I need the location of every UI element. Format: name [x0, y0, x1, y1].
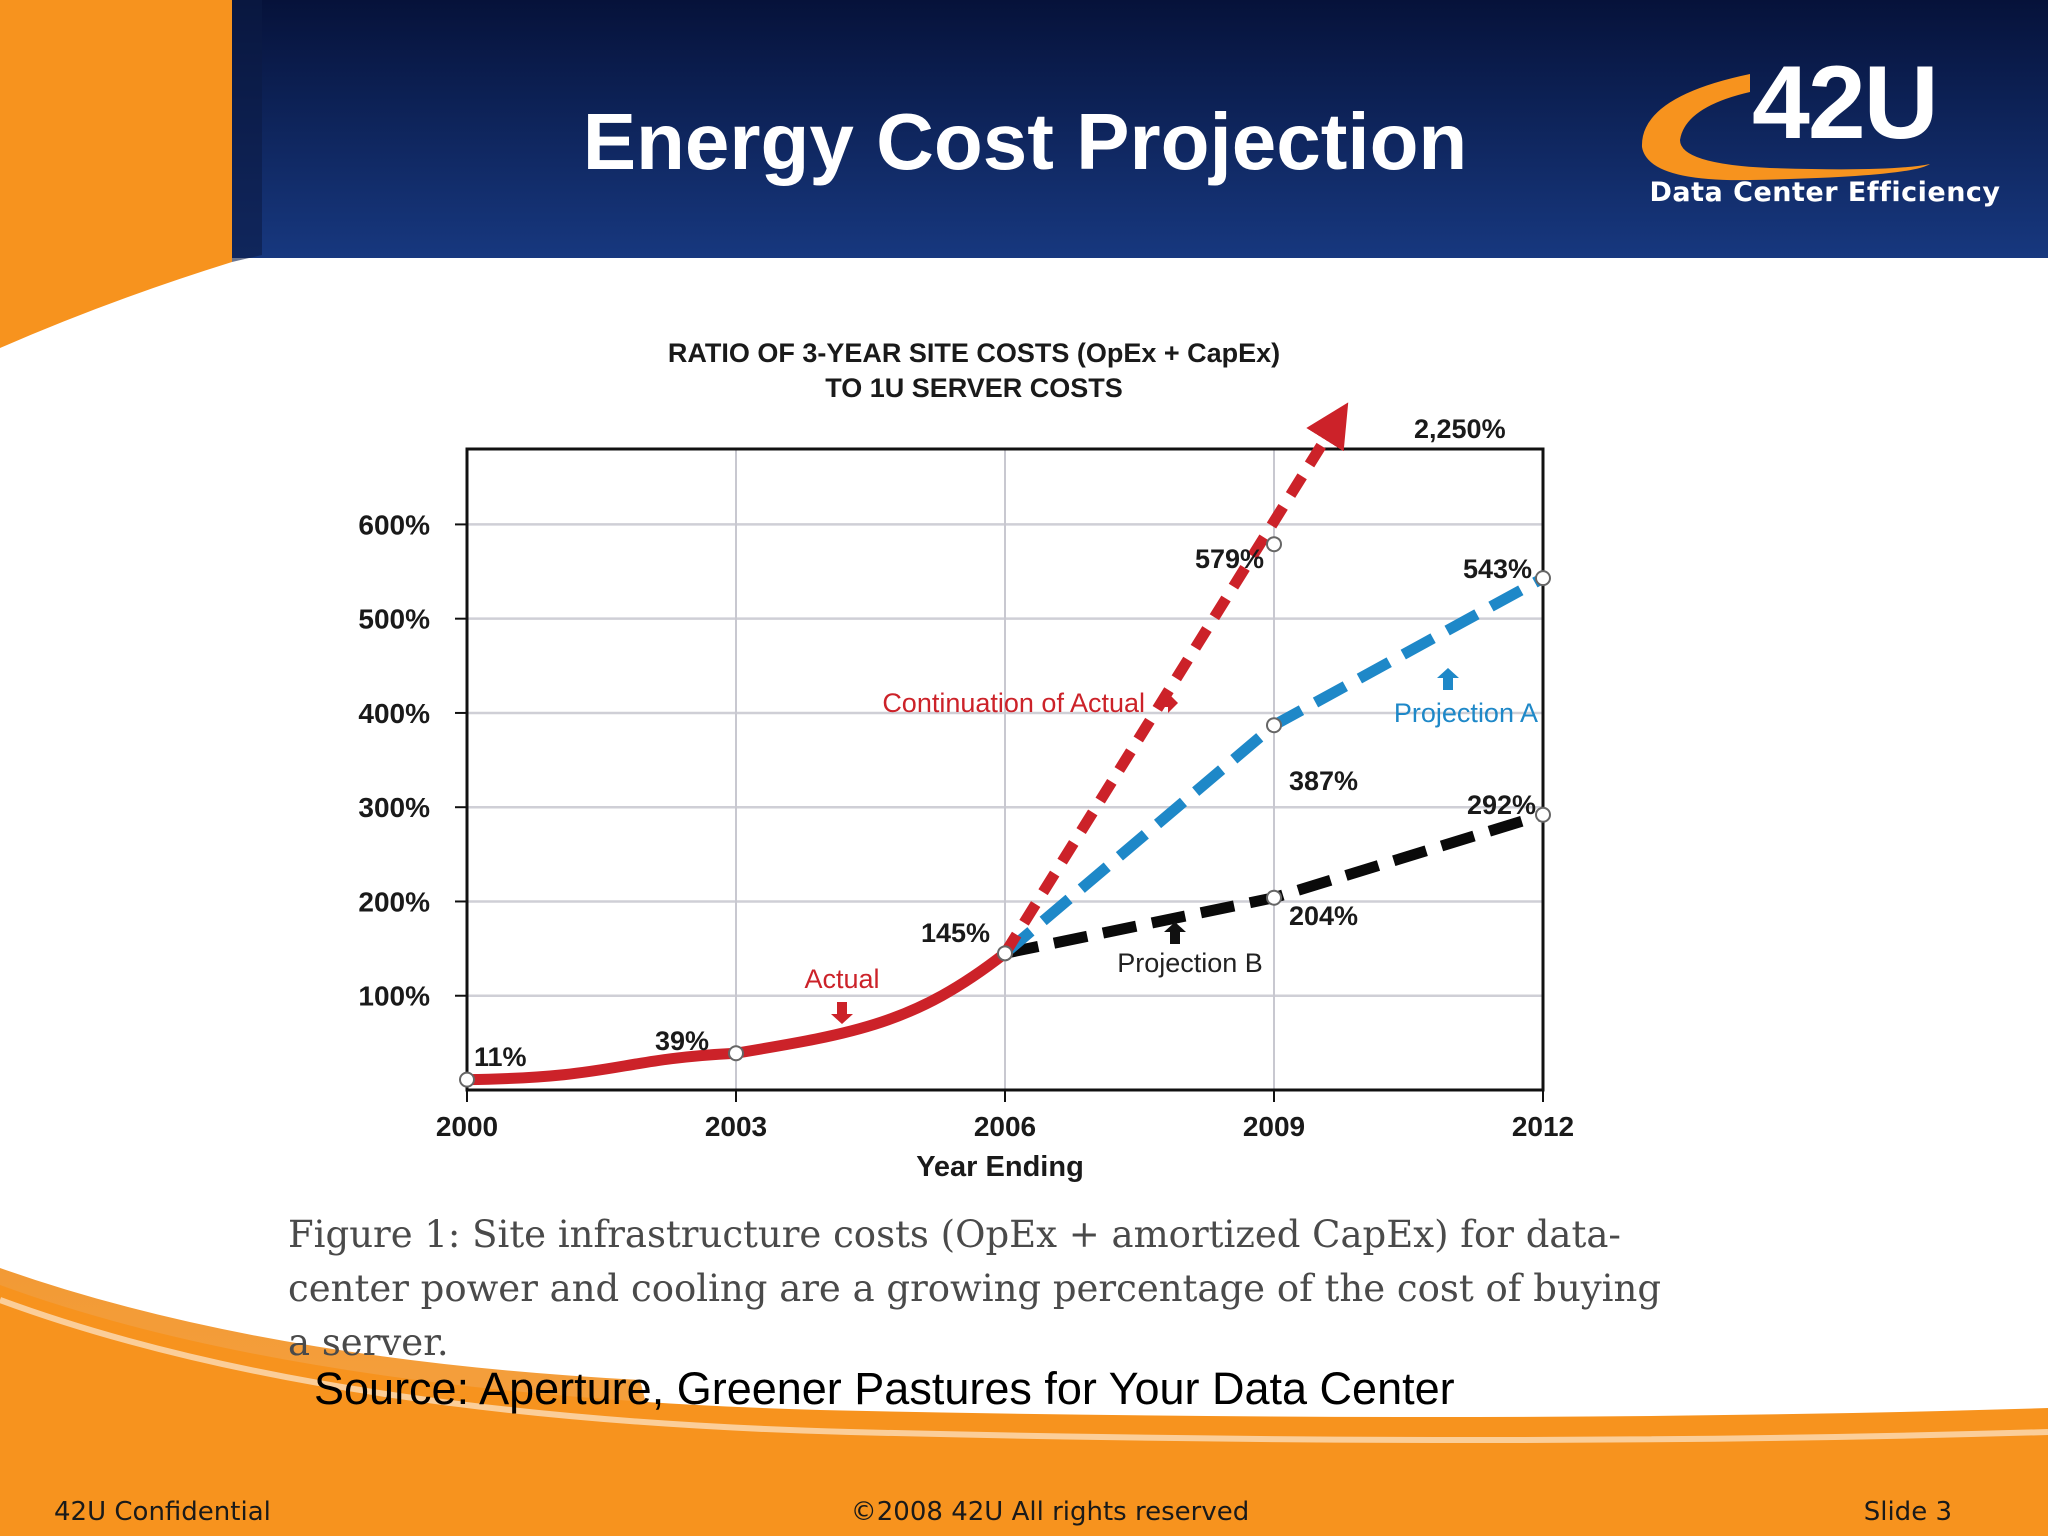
- data-point-marker: [459, 1071, 475, 1088]
- x-tick-label: 2012: [1512, 1111, 1574, 1142]
- data-point-marker: [997, 945, 1013, 962]
- swoosh-highlight: [0, 1297, 2048, 1443]
- footer-confidential: 42U Confidential: [54, 1497, 271, 1527]
- header-shadow: [232, 0, 262, 262]
- chart-subtitle: TO 1U SERVER COSTS: [825, 373, 1123, 403]
- x-axis-label: Year Ending: [916, 1151, 1084, 1183]
- logo-tagline: Data Center Efficiency: [1649, 177, 2001, 208]
- data-label: 39%: [655, 1026, 709, 1056]
- page-title: Energy Cost Projection: [582, 97, 1468, 186]
- chart-grid: [467, 449, 1543, 1090]
- data-label: 579%: [1195, 544, 1264, 574]
- data-point-marker: [1266, 717, 1282, 734]
- chart-title: RATIO OF 3-YEAR SITE COSTS (OpEx + CapEx…: [668, 338, 1280, 368]
- arrow-right-icon: [1158, 693, 1178, 713]
- series-continuation-line: [1000, 402, 1349, 957]
- series-label-actual: Actual: [804, 964, 879, 994]
- plot-frame: [465, 447, 1545, 1092]
- y-tick-label: 500%: [358, 604, 430, 635]
- data-label: 543%: [1463, 554, 1532, 584]
- chart-axis-ticks: 100% 200% 300% 400% 500% 600% 2000 2003 2006 2009…: [358, 509, 1574, 1142]
- chart-labels: 11% 39% 145% 579% 2,250% 543% 387% 292% 204% Actu…: [474, 414, 1538, 1072]
- footer-copyright: ©2008 42U All rights reserved: [850, 1497, 1250, 1527]
- orange-corner-top: [0, 0, 232, 348]
- series-label-projection-a: Projection A: [1394, 698, 1538, 728]
- y-tick-label: 200%: [358, 886, 430, 917]
- y-tick-label: 300%: [358, 792, 430, 823]
- data-point-marker: [1535, 806, 1551, 823]
- y-tick-label: 100%: [358, 981, 430, 1012]
- logo-arc-icon: [1641, 74, 1930, 181]
- data-point-marker: [1266, 889, 1282, 906]
- data-label: 11%: [474, 1042, 527, 1072]
- data-label: 204%: [1289, 901, 1358, 931]
- figure-caption: Figure 1: Site infrastructure costs (OpE…: [288, 1213, 1662, 1364]
- data-point-marker: [1266, 536, 1282, 553]
- logo-wordmark: 42U: [1752, 45, 1939, 161]
- logo-swoosh: [1641, 74, 1930, 181]
- y-tick-label: 600%: [358, 509, 430, 540]
- x-tick-label: 2009: [1243, 1111, 1305, 1142]
- arrow-up-icon: [1164, 922, 1186, 944]
- source-citation: Source: Aperture, Greener Pastures for Y…: [314, 1363, 1455, 1414]
- data-label: 387%: [1289, 766, 1358, 796]
- chart-series: [459, 402, 1551, 1088]
- header-band: [0, 0, 2048, 258]
- x-tick-label: 2000: [436, 1111, 498, 1142]
- series-label-projection-b: Projection B: [1117, 948, 1263, 978]
- data-point-marker: [1535, 570, 1551, 587]
- x-tick-label: 2003: [705, 1111, 767, 1142]
- orange-swoosh-bottom: [0, 1285, 2048, 1536]
- series-label-continuation: Continuation of Actual: [882, 688, 1145, 718]
- data-label: 292%: [1467, 790, 1536, 820]
- arrow-down-icon: [831, 1002, 853, 1024]
- x-tick-label: 2006: [974, 1111, 1036, 1142]
- data-label: 145%: [921, 918, 990, 948]
- footer-slide-number: Slide 3: [1863, 1497, 1952, 1527]
- arrow-up-icon: [1437, 668, 1459, 690]
- data-label: 2,250%: [1414, 414, 1506, 444]
- y-tick-label: 400%: [358, 698, 430, 729]
- data-point-marker: [728, 1045, 744, 1062]
